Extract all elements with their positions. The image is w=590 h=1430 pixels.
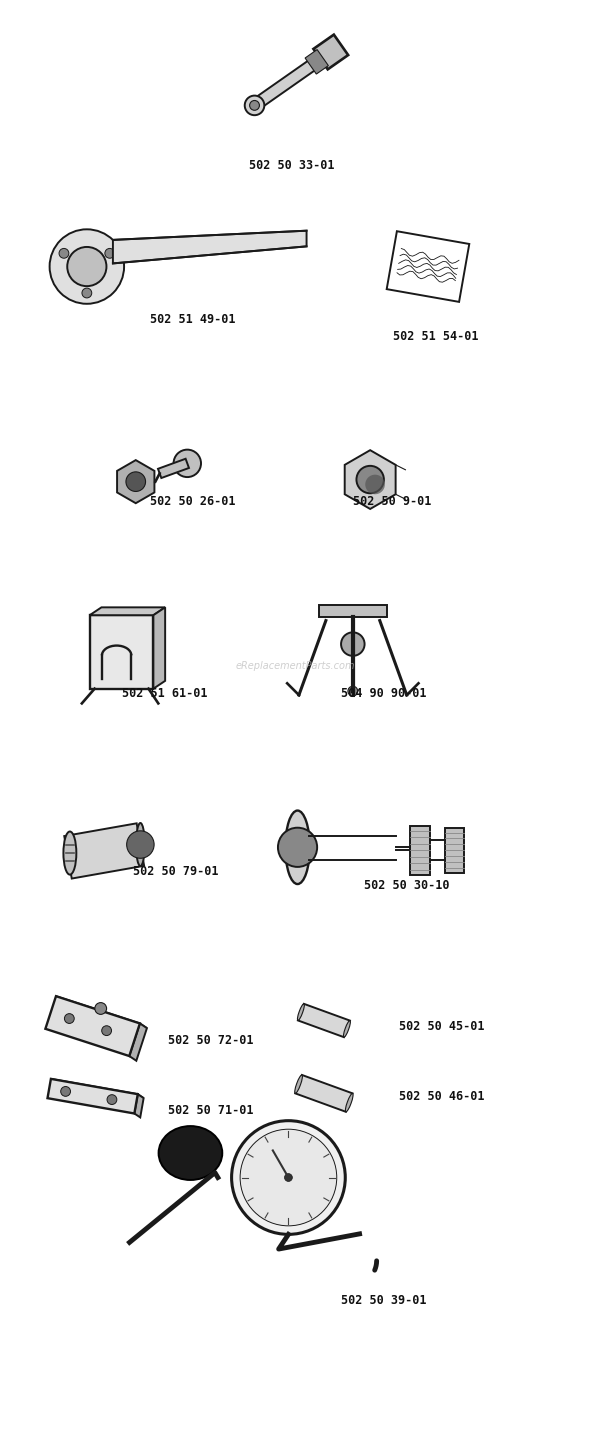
Text: 502 51 61-01: 502 51 61-01 <box>122 688 207 701</box>
Text: 502 50 46-01: 502 50 46-01 <box>399 1090 484 1103</box>
Ellipse shape <box>343 1021 350 1037</box>
Text: 502 51 54-01: 502 51 54-01 <box>394 330 479 343</box>
Circle shape <box>284 1174 293 1181</box>
Text: 502 50 72-01: 502 50 72-01 <box>168 1034 253 1047</box>
Polygon shape <box>48 1078 137 1114</box>
Circle shape <box>101 1025 112 1035</box>
Circle shape <box>107 1095 117 1104</box>
Circle shape <box>95 1002 107 1014</box>
Circle shape <box>232 1121 345 1234</box>
Ellipse shape <box>63 831 76 875</box>
Polygon shape <box>56 997 147 1028</box>
Polygon shape <box>135 1094 143 1117</box>
Circle shape <box>278 828 317 867</box>
Polygon shape <box>45 997 140 1055</box>
Circle shape <box>245 96 264 116</box>
Text: 502 50 45-01: 502 50 45-01 <box>399 1020 484 1032</box>
Ellipse shape <box>159 1125 222 1180</box>
Circle shape <box>240 1130 337 1226</box>
Polygon shape <box>90 615 153 689</box>
Text: eReplacementParts.com: eReplacementParts.com <box>235 661 355 671</box>
Polygon shape <box>305 50 329 74</box>
Text: 504 90 90-01: 504 90 90-01 <box>341 688 427 701</box>
Polygon shape <box>113 230 307 263</box>
Circle shape <box>59 249 69 259</box>
Circle shape <box>365 475 385 495</box>
Text: 502 50 30-10: 502 50 30-10 <box>365 879 450 892</box>
Ellipse shape <box>136 824 145 867</box>
Ellipse shape <box>295 1075 303 1094</box>
Polygon shape <box>410 825 430 875</box>
Polygon shape <box>345 450 396 509</box>
Polygon shape <box>90 608 165 615</box>
Polygon shape <box>313 34 348 70</box>
Polygon shape <box>117 460 155 503</box>
Circle shape <box>61 1087 71 1097</box>
Circle shape <box>67 247 106 286</box>
Text: 502 50 39-01: 502 50 39-01 <box>341 1294 427 1307</box>
Polygon shape <box>129 1024 147 1061</box>
Text: 502 51 49-01: 502 51 49-01 <box>150 313 236 326</box>
Polygon shape <box>319 605 387 616</box>
Text: 502 50 79-01: 502 50 79-01 <box>133 865 219 878</box>
Polygon shape <box>251 47 334 110</box>
Text: 502 50 26-01: 502 50 26-01 <box>150 495 236 509</box>
Text: 502 50 71-01: 502 50 71-01 <box>168 1104 253 1117</box>
Circle shape <box>348 686 358 696</box>
Ellipse shape <box>345 1094 353 1113</box>
Polygon shape <box>51 1078 143 1098</box>
Circle shape <box>341 632 365 656</box>
Circle shape <box>250 100 260 110</box>
Circle shape <box>50 229 124 303</box>
Polygon shape <box>158 459 189 478</box>
Circle shape <box>126 472 146 492</box>
Text: 502 50 9-01: 502 50 9-01 <box>353 495 431 509</box>
Ellipse shape <box>297 1004 304 1021</box>
Circle shape <box>64 1014 74 1024</box>
Polygon shape <box>153 608 165 689</box>
Circle shape <box>105 249 114 259</box>
Circle shape <box>173 449 201 478</box>
Polygon shape <box>298 1004 350 1037</box>
Polygon shape <box>295 1075 353 1111</box>
Circle shape <box>82 287 92 297</box>
Circle shape <box>127 831 154 858</box>
Circle shape <box>356 466 384 493</box>
Polygon shape <box>444 828 464 872</box>
Text: 502 50 33-01: 502 50 33-01 <box>249 159 335 172</box>
Polygon shape <box>64 824 144 878</box>
Ellipse shape <box>286 811 310 884</box>
